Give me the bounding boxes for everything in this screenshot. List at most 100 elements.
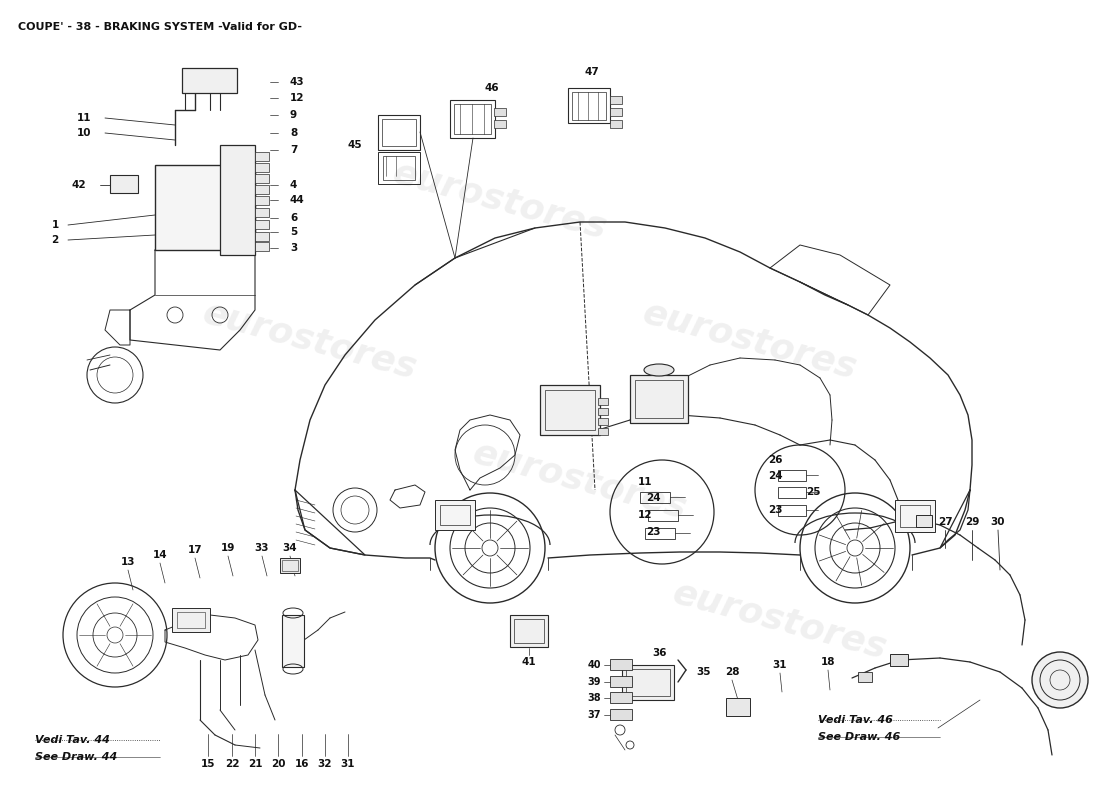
Bar <box>572 92 606 120</box>
Bar <box>621 665 674 700</box>
Bar <box>916 515 932 527</box>
Text: Vedi Tav. 44: Vedi Tav. 44 <box>35 735 110 745</box>
Bar <box>540 385 600 435</box>
Bar <box>630 375 688 423</box>
Text: COUPE' - 38 - BRAKING SYSTEM -Valid for GD-: COUPE' - 38 - BRAKING SYSTEM -Valid for … <box>18 22 303 32</box>
Bar <box>110 175 138 193</box>
Text: 31: 31 <box>341 759 355 769</box>
Text: 12: 12 <box>638 510 652 520</box>
Text: 34: 34 <box>283 543 297 553</box>
Text: 37: 37 <box>587 710 601 720</box>
Text: 33: 33 <box>255 543 270 553</box>
Text: 9: 9 <box>290 110 297 120</box>
Bar <box>598 418 608 425</box>
Text: 25: 25 <box>806 487 821 497</box>
Bar <box>778 470 806 481</box>
Bar <box>610 709 632 720</box>
Bar <box>598 408 608 415</box>
Bar <box>726 698 750 716</box>
Bar <box>900 505 930 527</box>
Bar <box>568 88 611 123</box>
Bar <box>182 68 236 93</box>
Bar <box>378 152 420 184</box>
Text: 40: 40 <box>587 660 601 670</box>
Text: 36: 36 <box>652 648 668 658</box>
Text: 45: 45 <box>348 140 362 150</box>
Bar <box>280 558 300 573</box>
Text: 6: 6 <box>290 213 297 223</box>
Text: 11: 11 <box>638 477 652 487</box>
Text: 23: 23 <box>646 527 660 537</box>
Text: 3: 3 <box>290 243 297 253</box>
Text: 7: 7 <box>290 145 297 155</box>
Bar <box>610 659 632 670</box>
Text: 18: 18 <box>821 657 835 667</box>
Bar <box>610 120 621 128</box>
Text: 22: 22 <box>224 759 240 769</box>
Text: 8: 8 <box>290 128 297 138</box>
Bar <box>220 145 255 255</box>
Bar <box>255 208 270 217</box>
Text: 26: 26 <box>768 455 782 465</box>
Bar <box>255 242 270 251</box>
Bar <box>255 232 270 241</box>
Bar <box>454 104 491 134</box>
Text: 39: 39 <box>587 677 601 687</box>
Bar <box>450 100 495 138</box>
Text: 24: 24 <box>646 493 661 503</box>
Text: 11: 11 <box>77 113 91 123</box>
Text: 41: 41 <box>521 657 537 667</box>
Ellipse shape <box>644 364 674 376</box>
Bar <box>610 676 632 687</box>
Bar <box>778 487 806 498</box>
Text: 19: 19 <box>221 543 235 553</box>
Bar <box>382 119 416 146</box>
Text: 35: 35 <box>696 667 711 677</box>
Text: 27: 27 <box>937 517 953 527</box>
Bar <box>514 619 544 643</box>
Text: 1: 1 <box>52 220 58 230</box>
Bar <box>610 692 632 703</box>
Text: See Draw. 44: See Draw. 44 <box>35 752 118 762</box>
Bar <box>890 654 908 666</box>
Bar <box>635 380 683 418</box>
Bar <box>626 669 670 696</box>
Text: 2: 2 <box>52 235 58 245</box>
Text: 30: 30 <box>991 517 1005 527</box>
Text: 21: 21 <box>248 759 262 769</box>
Bar <box>440 505 470 525</box>
Text: 44: 44 <box>290 195 305 205</box>
Bar <box>255 163 270 172</box>
Bar <box>255 196 270 205</box>
Bar <box>648 510 678 521</box>
Text: 38: 38 <box>587 693 601 703</box>
Bar <box>858 672 872 682</box>
Bar <box>598 428 608 435</box>
Text: eurostores: eurostores <box>199 295 421 385</box>
Bar <box>255 152 270 161</box>
Text: eurostores: eurostores <box>639 295 861 385</box>
Bar <box>155 165 255 250</box>
Text: 43: 43 <box>290 77 305 87</box>
Text: 47: 47 <box>584 67 600 77</box>
Bar <box>378 115 420 150</box>
Bar <box>610 108 621 116</box>
Text: 31: 31 <box>772 660 788 670</box>
Bar <box>610 96 621 104</box>
Bar <box>494 108 506 116</box>
Text: 24: 24 <box>768 471 782 481</box>
Text: Vedi Tav. 46: Vedi Tav. 46 <box>818 715 893 725</box>
Text: eurostores: eurostores <box>669 575 891 665</box>
Bar <box>383 156 415 180</box>
Bar <box>177 612 205 628</box>
Text: 15: 15 <box>200 759 216 769</box>
Text: 13: 13 <box>121 557 135 567</box>
Text: 20: 20 <box>271 759 285 769</box>
Bar <box>255 220 270 229</box>
Text: eurostores: eurostores <box>389 155 610 245</box>
Text: 46: 46 <box>485 83 499 93</box>
Bar <box>895 500 935 532</box>
Text: 32: 32 <box>318 759 332 769</box>
Bar <box>544 390 595 430</box>
Bar <box>510 615 548 647</box>
